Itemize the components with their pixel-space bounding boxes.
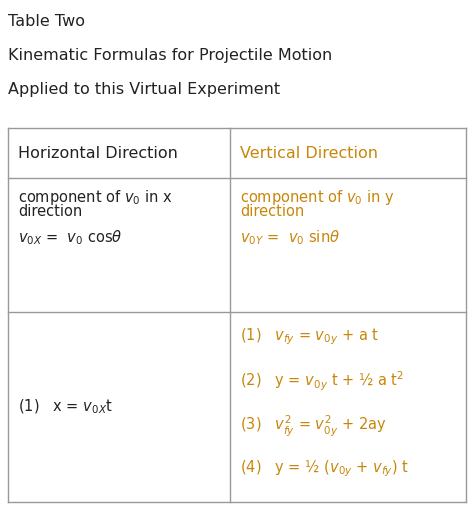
Text: component of $v_0$ in y: component of $v_0$ in y [240,188,395,207]
Text: Table Two: Table Two [8,14,85,29]
Text: (3)   $v_{fy}^2$ = $v_{0y}^2$ + 2ay: (3) $v_{fy}^2$ = $v_{0y}^2$ + 2ay [240,414,387,439]
Text: $v_{0Y}$ =  $v_0$ sin$\theta$: $v_{0Y}$ = $v_0$ sin$\theta$ [240,228,340,247]
Text: (1)   x = $v_{0X}$t: (1) x = $v_{0X}$t [18,398,113,416]
Text: (4)   y = ½ ($v_{0y}$ + $v_{fy}$) t: (4) y = ½ ($v_{0y}$ + $v_{fy}$) t [240,458,409,478]
Text: Horizontal Direction: Horizontal Direction [18,146,178,160]
Text: direction: direction [240,204,304,219]
Text: (2)   y = $v_{0y}$ t + ½ a t$^2$: (2) y = $v_{0y}$ t + ½ a t$^2$ [240,370,404,393]
Text: direction: direction [18,204,82,219]
Text: Applied to this Virtual Experiment: Applied to this Virtual Experiment [8,82,280,97]
Text: Vertical Direction: Vertical Direction [240,146,378,160]
Text: (1)   $v_{fy}$ = $v_{0y}$ + a t: (1) $v_{fy}$ = $v_{0y}$ + a t [240,326,379,347]
Text: Kinematic Formulas for Projectile Motion: Kinematic Formulas for Projectile Motion [8,48,332,63]
Text: component of $v_0$ in x: component of $v_0$ in x [18,188,173,207]
Text: $v_{0X}$ =  $v_0$ cos$\theta$: $v_{0X}$ = $v_0$ cos$\theta$ [18,228,122,247]
